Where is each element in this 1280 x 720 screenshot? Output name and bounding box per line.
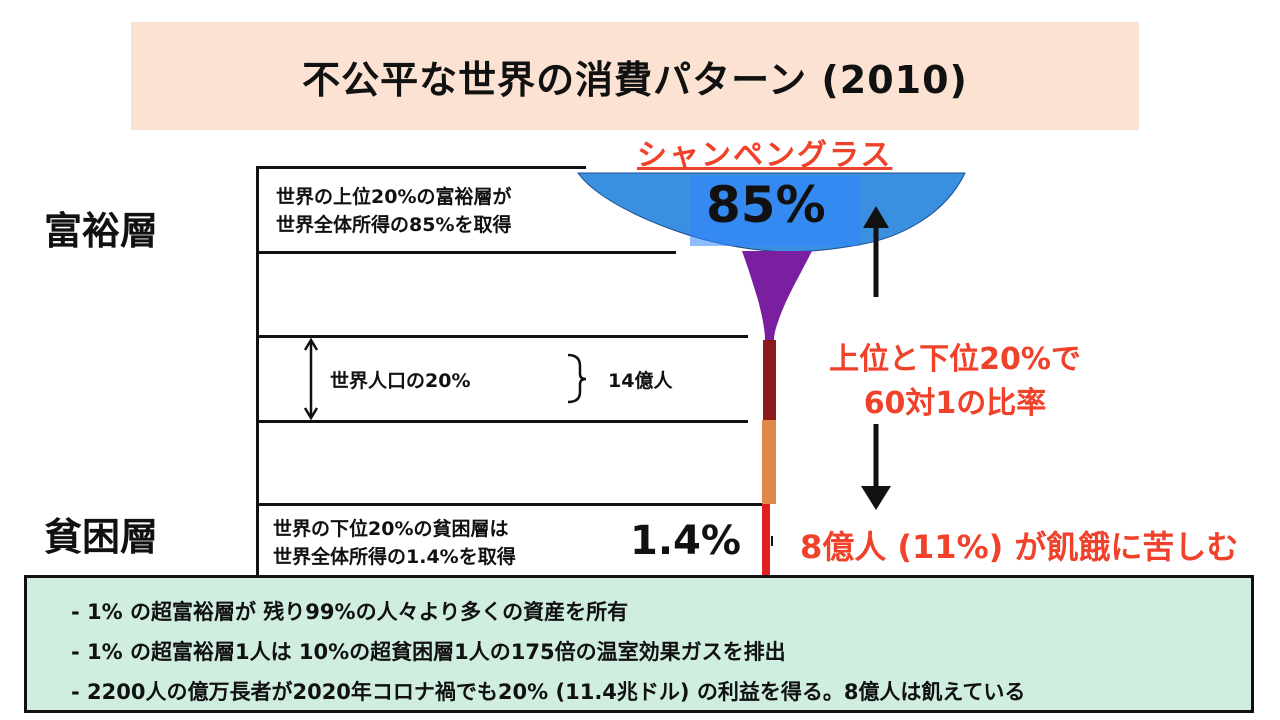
top-percent: 85%: [706, 176, 826, 234]
population-brace-icon: [567, 353, 587, 404]
band-dark-red: [763, 340, 776, 420]
bottom-description-line-2: 世界全体所得の1.4%を取得: [273, 546, 516, 568]
top-description-line-2: 世界全体所得の85%を取得: [276, 214, 512, 236]
population-count: 14億人: [608, 370, 673, 392]
up-arrow-icon: [863, 206, 889, 297]
title-banner: 不公平な世界の消費パターン (2010): [131, 22, 1139, 130]
champagne-glass-label: シャンペングラス: [637, 138, 893, 173]
fact-bullet-3: - 2200人の億万長者が2020年コロナ禍でも20% (11.4兆ドル) の利…: [71, 680, 1026, 704]
population-arrow-icon: [303, 337, 319, 421]
table-divider-1: [256, 251, 676, 254]
table-divider-4: [256, 503, 766, 506]
bottom-percent: 1.4%: [630, 518, 741, 564]
top-description-line-1: 世界の上位20%の富裕層が: [276, 186, 512, 208]
band-orange: [762, 420, 776, 504]
page-title: 不公平な世界の消費パターン (2010): [302, 57, 968, 102]
fact-bullet-2: - 1% の超富裕層1人は 10%の超貧困層1人の175倍の温室効果ガスを排出: [71, 640, 786, 664]
glass-highlight: [690, 176, 860, 246]
poor-layer-label: 貧困層: [44, 515, 159, 559]
facts-box: - 1% の超富裕層が 残り99%の人々より多くの資産を所有 - 1% の超富裕…: [24, 575, 1254, 713]
top-description: 世界の上位20%の富裕層が 世界全体所得の85%を取得: [276, 183, 511, 239]
table-left-border: [256, 166, 259, 578]
hunger-text: 8億人 (11%) が飢餓に苦しむ: [800, 528, 1239, 566]
ratio-line-2: 60対1の比率: [863, 386, 1047, 421]
bottom-description: 世界の下位20%の貧困層は 世界全体所得の1.4%を取得: [273, 515, 516, 571]
ratio-line-1: 上位と下位20%で: [829, 342, 1081, 377]
table-top-line: [256, 166, 586, 169]
rich-layer-label: 富裕層: [44, 209, 159, 253]
glass-stem: [742, 251, 812, 340]
ratio-text: 上位と下位20%で 60対1の比率: [800, 338, 1110, 426]
down-arrow-icon: [861, 424, 891, 510]
table-divider-3: [256, 420, 748, 423]
table-divider-2: [256, 335, 748, 338]
band-red: [762, 504, 770, 578]
bottom-description-line-1: 世界の下位20%の貧困層は: [273, 518, 509, 540]
fact-bullet-1: - 1% の超富裕層が 残り99%の人々より多くの資産を所有: [71, 600, 629, 624]
population-label: 世界人口の20%: [330, 370, 471, 392]
